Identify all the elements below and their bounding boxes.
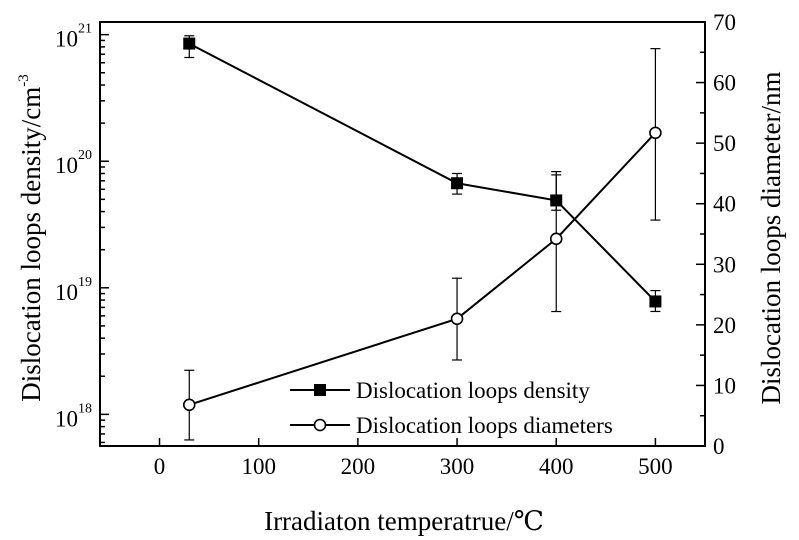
density-point: [451, 177, 464, 190]
tick-exponent: 19: [78, 275, 92, 290]
legend: Dislocation loops density Dislocation lo…: [290, 378, 613, 438]
left-y-tick-label: 1018: [55, 401, 92, 431]
tick-exponent: 21: [78, 22, 92, 37]
tick-base: 10: [55, 406, 78, 431]
right-y-tick-label: 20: [713, 313, 736, 338]
right-y-tick-label: 40: [713, 192, 736, 217]
right-y-axis-title: Dislocation loops diameter/nm: [756, 72, 786, 405]
series-line-1: [188, 132, 657, 406]
right-y-tick-label: 10: [713, 373, 736, 398]
right-y-tick-label: 30: [713, 252, 736, 277]
legend-label-diameters: Dislocation loops diameters: [356, 413, 613, 438]
x-axis-title: Irradiaton temperatrue/℃: [264, 506, 544, 536]
left-y-tick-label: 1019: [55, 275, 92, 305]
left-y-tick-label: 1021: [55, 22, 92, 52]
right-y-tick-label: 50: [713, 131, 736, 156]
x-tick-label: 500: [638, 454, 673, 479]
x-axis-ticks: 0 100 200 300 400 500: [154, 438, 673, 479]
x-tick-label: 0: [154, 454, 166, 479]
diameter-point: [549, 232, 563, 246]
left-y-axis-title-exponent: -3: [16, 74, 32, 87]
tick-base: 10: [55, 153, 78, 178]
legend-marker-diameters: [313, 418, 327, 432]
tick-exponent: 18: [78, 401, 92, 416]
density-point: [649, 295, 662, 308]
right-y-tick-label: 60: [713, 71, 736, 96]
left-y-tick-label: 1020: [55, 148, 92, 178]
diameter-point: [649, 126, 662, 140]
tick-base: 10: [55, 27, 78, 52]
legend-label-density: Dislocation loops density: [356, 378, 590, 403]
diameter-point: [450, 312, 464, 326]
series-line-0: [188, 42, 657, 303]
x-tick-label: 200: [341, 454, 376, 479]
left-y-axis-title: Dislocation loops density/cm-3: [16, 74, 46, 401]
diameter-point: [182, 398, 196, 412]
x-tick-label: 100: [241, 454, 276, 479]
density-point: [183, 37, 196, 50]
x-tick-label: 400: [539, 454, 574, 479]
series-layer: [182, 35, 662, 441]
tick-base: 10: [55, 280, 78, 305]
tick-exponent: 20: [78, 148, 92, 163]
x-tick-label: 300: [440, 454, 475, 479]
right-y-tick-label: 70: [713, 10, 736, 35]
right-y-axis-ticks: 0 10 20 30 40 50 60 70: [696, 10, 736, 459]
legend-marker-density: [314, 384, 326, 396]
left-y-axis-title-base: Dislocation loops density/cm: [16, 87, 46, 402]
right-y-tick-label: 0: [713, 434, 725, 459]
